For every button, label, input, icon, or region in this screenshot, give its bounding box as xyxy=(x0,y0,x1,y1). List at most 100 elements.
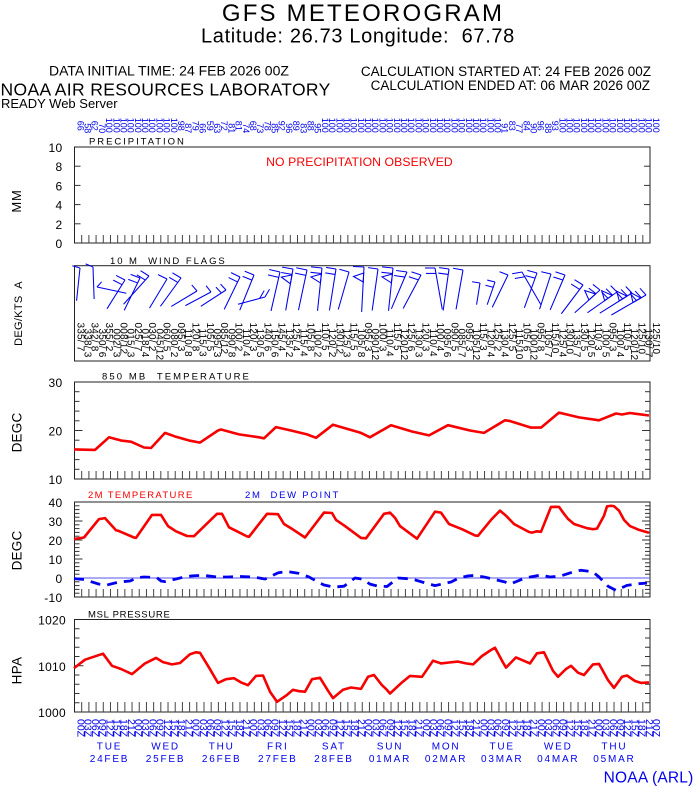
svg-text:21Z: 21Z xyxy=(643,719,655,738)
svg-text:015/ 3: 015/ 3 xyxy=(125,329,136,358)
svg-text:110/ 5: 110/ 5 xyxy=(319,323,330,351)
svg-text:100: 100 xyxy=(399,118,409,133)
svg-text:74: 74 xyxy=(241,123,251,133)
svg-text:100: 100 xyxy=(485,118,495,133)
svg-text:18Z: 18Z xyxy=(636,719,648,738)
svg-text:00Z: 00Z xyxy=(650,719,662,738)
svg-text:100: 100 xyxy=(442,118,452,133)
svg-text:18Z: 18Z xyxy=(175,719,187,738)
svg-text:100: 100 xyxy=(615,118,625,133)
svg-text:100: 100 xyxy=(629,118,639,133)
svg-text:095/ 3: 095/ 3 xyxy=(362,323,373,352)
svg-text:85: 85 xyxy=(270,123,280,133)
svg-text:350/ 6: 350/ 6 xyxy=(96,329,107,358)
svg-text:850 MB TEMPERATURE: 850 MB TEMPERATURE xyxy=(102,372,251,383)
svg-text:40: 40 xyxy=(49,496,63,510)
svg-text:2M DEW POINT: 2M DEW POINT xyxy=(245,490,340,501)
svg-text:100: 100 xyxy=(413,118,423,133)
svg-text:1000: 1000 xyxy=(38,706,66,720)
svg-text:79: 79 xyxy=(190,121,200,131)
svg-text:15Z: 15Z xyxy=(456,719,468,738)
svg-text:100: 100 xyxy=(126,118,136,133)
svg-text:100/ 2: 100/ 2 xyxy=(233,323,244,352)
svg-text:4: 4 xyxy=(56,199,63,213)
svg-text:100: 100 xyxy=(622,118,632,133)
svg-text:WED: WED xyxy=(544,742,573,753)
svg-text:THU: THU xyxy=(601,742,627,753)
svg-text:03Z: 03Z xyxy=(542,719,554,738)
svg-text:130/10: 130/10 xyxy=(564,323,575,355)
svg-text:15Z: 15Z xyxy=(513,719,525,738)
svg-text:100: 100 xyxy=(370,118,380,133)
svg-text:095/ 6: 095/ 6 xyxy=(441,329,452,358)
svg-text:06Z: 06Z xyxy=(262,719,274,738)
svg-text:110/ 3: 110/ 3 xyxy=(592,323,603,351)
svg-text:18Z: 18Z xyxy=(463,719,475,738)
svg-text:SUN: SUN xyxy=(377,742,404,753)
svg-text:095/ 3: 095/ 3 xyxy=(463,323,474,352)
svg-text:090/ 5: 090/ 5 xyxy=(448,323,459,352)
svg-text:27FEB: 27FEB xyxy=(258,754,298,765)
svg-text:18Z: 18Z xyxy=(405,719,417,738)
svg-text:105/ 6: 105/ 6 xyxy=(520,323,531,352)
svg-text:03Z: 03Z xyxy=(369,719,381,738)
svg-text:125/10: 125/10 xyxy=(650,323,661,355)
svg-text:105/ 5: 105/ 5 xyxy=(204,323,215,352)
svg-text:100: 100 xyxy=(608,118,618,133)
svg-text:100: 100 xyxy=(464,118,474,133)
svg-text:21Z: 21Z xyxy=(182,719,194,738)
svg-text:NOAA AIR RESOURCES LABORATORY: NOAA AIR RESOURCES LABORATORY xyxy=(1,80,331,100)
svg-text:83: 83 xyxy=(298,123,308,133)
svg-text:342/ 8: 342/ 8 xyxy=(89,323,100,352)
svg-text:05MAR: 05MAR xyxy=(593,754,635,765)
svg-text:105/12: 105/12 xyxy=(470,329,481,361)
svg-text:10: 10 xyxy=(49,553,63,567)
svg-text:09Z: 09Z xyxy=(614,719,626,738)
svg-text:100: 100 xyxy=(557,118,567,133)
svg-text:125/ 5: 125/ 5 xyxy=(506,323,517,352)
svg-text:120/ 4: 120/ 4 xyxy=(484,329,495,358)
svg-text:21Z: 21Z xyxy=(413,719,425,738)
svg-text:SAT: SAT xyxy=(322,742,346,753)
svg-text:130/ 5: 130/ 5 xyxy=(254,329,265,358)
svg-text:DEG/KTS A: DEG/KTS A xyxy=(13,281,25,346)
svg-text:115/ 5: 115/ 5 xyxy=(391,323,402,351)
svg-text:06Z: 06Z xyxy=(549,719,561,738)
svg-text:03MAR: 03MAR xyxy=(481,754,523,765)
svg-text:03Z: 03Z xyxy=(600,719,612,738)
svg-text:100: 100 xyxy=(579,118,589,133)
svg-text:115/10: 115/10 xyxy=(549,323,560,354)
svg-text:00Z: 00Z xyxy=(132,719,144,738)
svg-text:89: 89 xyxy=(291,121,301,131)
svg-text:8: 8 xyxy=(56,160,63,174)
svg-text:2M TEMPERATURE: 2M TEMPERATURE xyxy=(88,490,194,501)
svg-text:002/ 3: 002/ 3 xyxy=(110,329,121,358)
svg-text:21Z: 21Z xyxy=(528,719,540,738)
svg-text:100: 100 xyxy=(342,118,352,133)
svg-text:TUE: TUE xyxy=(489,742,514,753)
svg-text:100: 100 xyxy=(493,118,503,133)
svg-text:105/ 8: 105/ 8 xyxy=(355,329,366,358)
svg-text:CALCULATION ENDED AT: 06 MAR 2: CALCULATION ENDED AT: 06 MAR 2026 00Z xyxy=(371,78,650,93)
svg-text:21Z: 21Z xyxy=(585,719,597,738)
svg-text:100: 100 xyxy=(651,118,661,133)
svg-text:90: 90 xyxy=(529,123,539,133)
svg-text:0: 0 xyxy=(56,572,63,586)
svg-text:100: 100 xyxy=(377,118,387,133)
svg-text:15Z: 15Z xyxy=(283,719,295,738)
svg-text:110/ 4: 110/ 4 xyxy=(427,329,438,357)
svg-text:338/ 3: 338/ 3 xyxy=(82,329,93,358)
svg-text:81: 81 xyxy=(234,121,244,131)
svg-text:120/12: 120/12 xyxy=(628,329,639,361)
svg-text:095/ 8: 095/ 8 xyxy=(535,323,546,352)
svg-text:135/ 2: 135/ 2 xyxy=(283,329,294,358)
svg-text:12Z: 12Z xyxy=(161,719,173,738)
svg-text:21Z: 21Z xyxy=(355,719,367,738)
svg-text:83: 83 xyxy=(507,121,517,131)
svg-text:110/ 5: 110/ 5 xyxy=(621,323,632,351)
svg-text:12Z: 12Z xyxy=(334,719,346,738)
svg-text:025/ 7: 025/ 7 xyxy=(132,323,143,352)
svg-text:100: 100 xyxy=(334,118,344,133)
svg-text:110/ 8: 110/ 8 xyxy=(182,329,193,357)
svg-text:77: 77 xyxy=(514,123,524,133)
